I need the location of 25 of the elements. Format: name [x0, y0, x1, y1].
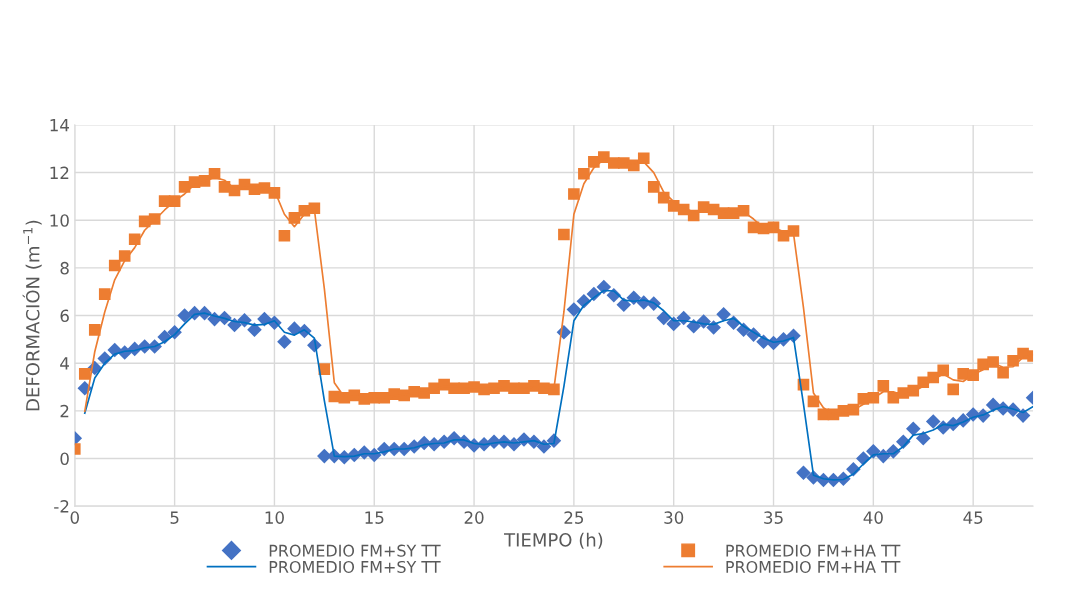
y-tick-label: 10 [50, 214, 69, 227]
y-tick-label: 8 [60, 261, 69, 275]
y-tick-label: 0 [60, 452, 69, 466]
y-tick-label: 6 [60, 309, 69, 323]
y-tick-label: 14 [50, 119, 69, 132]
legend-label: PROMEDIO FM+SY TT [269, 544, 441, 557]
x-tick-label: 25 [564, 511, 584, 524]
legend-label: PROMEDIO FM+HA TT [726, 544, 901, 557]
y-tick-label: 12 [50, 166, 69, 179]
y-axis-title: DEFORMACIÓN (m$^{−1}$) [22, 220, 42, 411]
y-tick-label: 4 [60, 357, 69, 370]
legend-label: PROMEDIO FM+HA TT [726, 560, 901, 573]
x-tick-label: 45 [963, 511, 983, 524]
x-axis-title: TIEMPO (h) [504, 532, 603, 549]
x-tick-label: 30 [664, 511, 684, 524]
x-tick-label: 40 [863, 511, 883, 524]
x-tick-label: 5 [170, 511, 179, 524]
x-tick-label: 20 [464, 511, 484, 524]
legend-label: PROMEDIO FM+SY TT [269, 560, 441, 573]
x-tick-label: 10 [265, 511, 284, 524]
y-tick-label: -2 [54, 500, 69, 513]
x-tick-label: 35 [764, 511, 783, 524]
x-tick-label: 0 [70, 511, 79, 524]
y-tick-label: 2 [60, 404, 69, 418]
x-tick-label: 15 [365, 511, 384, 524]
